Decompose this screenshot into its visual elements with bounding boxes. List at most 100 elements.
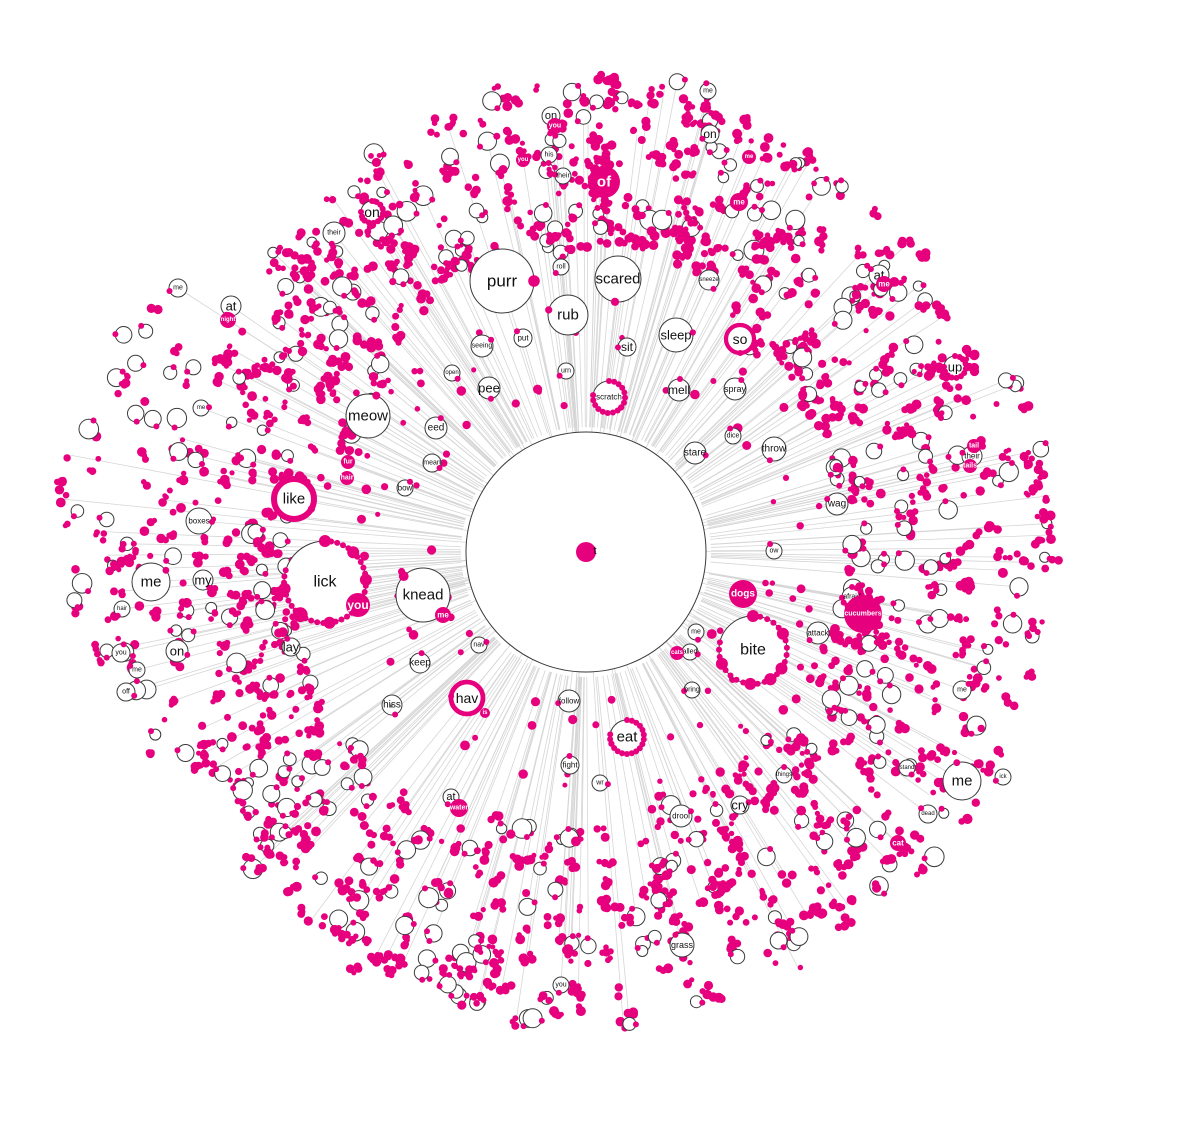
leaf-dot bbox=[674, 227, 682, 235]
word-node[interactable]: alled bbox=[681, 643, 701, 661]
word-node-filled[interactable]: me bbox=[742, 150, 756, 164]
word-node[interactable]: rub bbox=[545, 294, 589, 336]
word-node-filled[interactable]: dogs bbox=[729, 580, 757, 608]
word-node-filled[interactable]: me bbox=[730, 193, 748, 211]
word-node[interactable]: lay bbox=[281, 635, 301, 657]
word-node[interactable]: ow bbox=[765, 541, 783, 560]
word-node[interactable]: scared bbox=[594, 255, 642, 306]
word-node[interactable]: stare bbox=[683, 441, 709, 465]
word-node[interactable]: on bbox=[699, 124, 720, 144]
word-node[interactable]: wag bbox=[824, 492, 849, 516]
word-node[interactable]: bring bbox=[681, 681, 701, 699]
word-node[interactable]: like bbox=[271, 476, 317, 522]
word-node[interactable]: hiss bbox=[389, 704, 393, 708]
word-node-filled[interactable]: cat bbox=[890, 835, 906, 851]
word-node[interactable]: spray bbox=[723, 377, 747, 401]
word-node[interactable]: open bbox=[443, 364, 461, 382]
word-node[interactable]: so bbox=[723, 322, 757, 356]
word-node[interactable]: nav bbox=[470, 636, 490, 654]
word-node[interactable]: hav bbox=[448, 679, 486, 717]
minor-node-dot bbox=[85, 588, 92, 595]
word-node-filled[interactable]: of bbox=[588, 166, 620, 198]
word-node-filled[interactable]: you bbox=[346, 593, 370, 617]
word-node[interactable]: mean bbox=[422, 453, 443, 473]
word-node[interactable]: eed bbox=[424, 415, 448, 440]
word-node[interactable]: ick bbox=[992, 768, 1012, 786]
word-node[interactable]: put bbox=[513, 328, 533, 348]
word-node[interactable]: eat bbox=[607, 717, 647, 757]
word-node-filled[interactable]: is bbox=[480, 708, 490, 718]
minor-node-dot bbox=[827, 471, 834, 478]
word-node[interactable]: wr bbox=[591, 774, 611, 792]
word-node[interactable]: on bbox=[165, 639, 191, 663]
word-node[interactable]: pee bbox=[477, 376, 501, 402]
word-node[interactable]: my bbox=[192, 569, 214, 591]
word-node[interactable]: me bbox=[127, 661, 146, 679]
leaf-dot bbox=[271, 416, 278, 423]
word-node[interactable]: scratch bbox=[590, 378, 628, 416]
word-node[interactable]: purr bbox=[469, 248, 540, 314]
word-node[interactable]: me bbox=[687, 623, 705, 643]
word-node[interactable]: his bbox=[540, 146, 558, 166]
leaf-dot bbox=[304, 333, 311, 339]
word-node[interactable]: hair bbox=[113, 600, 131, 619]
word-node[interactable]: dice bbox=[724, 425, 742, 445]
leaf-dot bbox=[642, 837, 650, 845]
word-node[interactable]: knead bbox=[395, 567, 451, 623]
word-node[interactable]: dead bbox=[918, 804, 938, 824]
word-node[interactable]: fight bbox=[560, 753, 580, 775]
word-node[interactable]: attack bbox=[806, 621, 830, 645]
word-node[interactable]: me bbox=[942, 759, 982, 801]
word-node-filled[interactable]: me bbox=[876, 276, 892, 292]
word-node[interactable]: mell bbox=[667, 376, 691, 402]
word-node[interactable]: you bbox=[552, 976, 570, 996]
word-node[interactable]: me bbox=[131, 562, 171, 602]
word-node[interactable]: bow bbox=[396, 478, 414, 497]
word-node-filled[interactable]: tails bbox=[963, 459, 977, 473]
word-node[interactable]: on bbox=[358, 198, 386, 226]
word-node-filled[interactable]: fur bbox=[341, 455, 355, 469]
word-node[interactable]: follow bbox=[555, 689, 581, 713]
word-node[interactable]: their bbox=[322, 221, 346, 247]
word-node[interactable]: things bbox=[775, 764, 793, 784]
word-node[interactable]: throw bbox=[761, 436, 787, 464]
word-node[interactable]: me bbox=[166, 278, 188, 298]
word-node-filled[interactable]: water bbox=[449, 799, 469, 817]
word-node[interactable]: urn bbox=[556, 362, 575, 380]
word-node[interactable]: off bbox=[116, 682, 138, 702]
leaf-dot bbox=[743, 265, 750, 272]
word-node[interactable]: me bbox=[699, 80, 717, 100]
word-node-filled[interactable]: cats bbox=[670, 646, 684, 660]
word-node-filled[interactable]: tail bbox=[967, 439, 981, 453]
word-node-filled[interactable]: cucumbers bbox=[844, 595, 882, 633]
word-node[interactable]: keep bbox=[409, 650, 431, 674]
word-node[interactable]: meow bbox=[345, 391, 391, 439]
word-node[interactable]: bite bbox=[715, 610, 790, 690]
word-node[interactable]: cry bbox=[730, 795, 752, 815]
word-node[interactable]: sneeze bbox=[698, 269, 720, 292]
word-node[interactable]: grass bbox=[669, 931, 695, 958]
word-node[interactable]: stand bbox=[898, 759, 916, 778]
word-node[interactable]: you bbox=[111, 641, 131, 663]
word-node[interactable]: their bbox=[552, 167, 572, 185]
leaf-dot bbox=[259, 643, 266, 651]
leaf-dot bbox=[929, 362, 939, 372]
word-node[interactable]: drool bbox=[669, 804, 694, 828]
word-node-filled[interactable]: me bbox=[435, 607, 451, 623]
word-node-filled[interactable]: you bbox=[516, 153, 530, 167]
word-node[interactable]: me bbox=[192, 399, 212, 417]
word-node[interactable]: roll bbox=[552, 258, 570, 276]
word-node[interactable]: sit bbox=[615, 337, 637, 357]
word-node[interactable]: me bbox=[952, 680, 972, 700]
word-node[interactable]: seeing bbox=[470, 334, 495, 358]
root-node[interactable]: t bbox=[465, 431, 707, 673]
leaf-dot bbox=[375, 893, 384, 902]
word-node-filled[interactable]: you bbox=[547, 118, 563, 134]
word-node[interactable]: sleep bbox=[658, 317, 696, 353]
word-node-filled[interactable]: night bbox=[220, 312, 236, 328]
word-node[interactable]: boxes bbox=[185, 507, 215, 535]
word-node-filled[interactable]: hair bbox=[340, 471, 354, 485]
word-node[interactable]: up bbox=[941, 353, 969, 381]
word-node-label: me bbox=[957, 687, 967, 694]
